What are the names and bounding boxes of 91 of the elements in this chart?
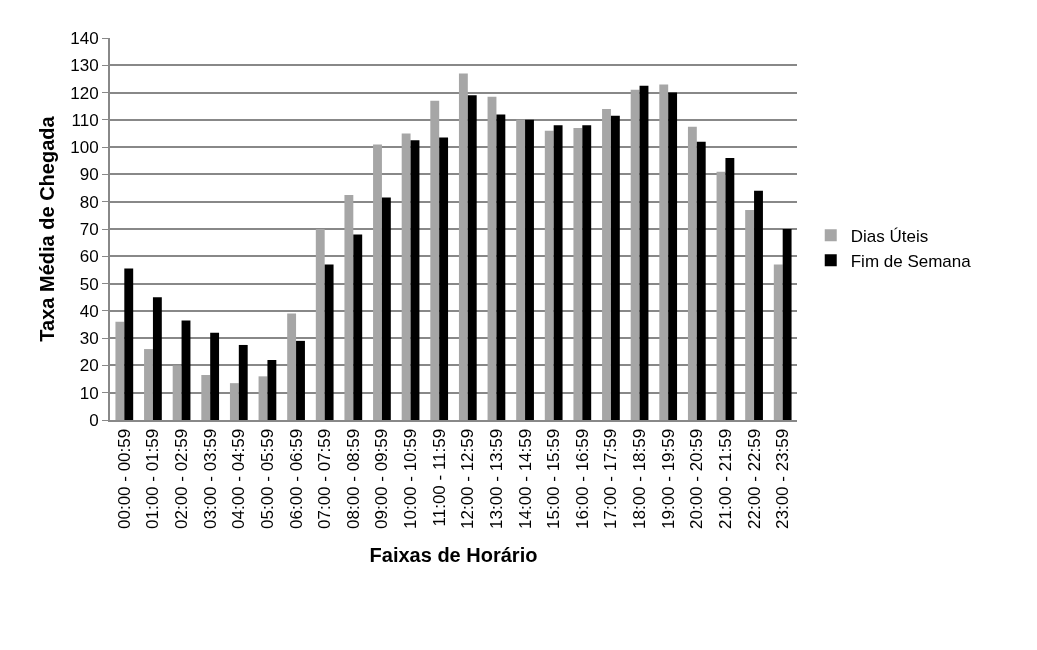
x-tick-label: 20:00 - 20:59 — [687, 428, 707, 529]
x-tick-label: 23:00 - 23:59 — [773, 428, 793, 529]
bar — [745, 209, 755, 420]
y-tick-label: 60 — [79, 247, 99, 267]
y-tick-label: 0 — [89, 410, 99, 430]
bar — [525, 119, 534, 420]
bar — [430, 100, 440, 420]
x-tick-label: 04:00 - 04:59 — [229, 428, 249, 529]
bar — [544, 130, 554, 420]
x-tick-label: 17:00 - 17:59 — [601, 428, 621, 529]
bar — [602, 108, 611, 420]
y-tick-label: 90 — [79, 165, 99, 185]
bar — [373, 144, 382, 420]
bar — [439, 137, 449, 420]
bar — [296, 340, 305, 420]
x-tick-label: 01:00 - 01:59 — [143, 428, 163, 529]
y-tick-label: 10 — [79, 383, 99, 403]
bar — [238, 344, 248, 420]
x-tick-label: 12:00 - 12:59 — [458, 428, 478, 529]
bar — [639, 85, 649, 420]
bar — [582, 125, 592, 420]
bar — [773, 264, 783, 420]
y-tick-label: 80 — [79, 192, 99, 212]
x-tick-label: 14:00 - 14:59 — [515, 428, 535, 529]
y-axis-title: Taxa Média de Chegada — [36, 115, 59, 342]
bar — [201, 374, 211, 420]
bar — [496, 114, 506, 420]
x-tick-label: 07:00 - 07:59 — [315, 428, 335, 529]
y-tick-label: 120 — [70, 83, 99, 103]
legend-label: Fim de Semana — [850, 251, 972, 271]
bar — [410, 140, 420, 420]
legend-label: Dias Úteis — [850, 226, 929, 246]
bar — [152, 297, 162, 420]
bar — [210, 332, 220, 420]
x-tick-label: 11:00 - 11:59 — [429, 428, 449, 527]
y-tick-label: 50 — [79, 274, 99, 294]
x-tick-label: 09:00 - 09:59 — [372, 428, 392, 529]
bar — [315, 229, 325, 420]
bar — [573, 128, 583, 420]
bar — [287, 313, 297, 420]
y-tick-label: 70 — [79, 219, 99, 239]
y-tick-label: 100 — [70, 138, 99, 158]
bar — [516, 119, 526, 420]
bar — [458, 73, 468, 420]
x-tick-label: 15:00 - 15:59 — [544, 428, 564, 529]
y-tick-label: 110 — [71, 110, 99, 130]
x-tick-label: 22:00 - 22:59 — [744, 428, 764, 529]
bar — [630, 89, 640, 420]
y-tick-label: 140 — [70, 28, 99, 48]
bar — [553, 125, 563, 420]
bar — [687, 126, 697, 420]
bar — [754, 190, 763, 420]
x-tick-label: 02:00 - 02:59 — [172, 428, 192, 529]
y-tick-label: 40 — [79, 301, 99, 321]
x-tick-label: 16:00 - 16:59 — [572, 428, 592, 529]
x-tick-label: 21:00 - 21:59 — [715, 428, 735, 529]
x-tick-label: 08:00 - 08:59 — [343, 428, 363, 529]
x-tick-label: 18:00 - 18:59 — [630, 428, 650, 529]
x-tick-label: 13:00 - 13:59 — [486, 428, 506, 529]
x-tick-label: 10:00 - 10:59 — [401, 428, 421, 529]
bar — [725, 158, 735, 420]
bar — [401, 133, 411, 420]
x-tick-label: 00:00 - 00:59 — [114, 428, 134, 529]
bar — [258, 376, 268, 420]
y-tick-label: 130 — [70, 56, 99, 76]
x-tick-label: 05:00 - 05:59 — [257, 428, 277, 529]
bar — [696, 141, 706, 420]
bar — [353, 234, 363, 420]
x-axis-title: Faixas de Horário — [369, 544, 538, 566]
y-tick-label: 20 — [79, 356, 99, 376]
bar — [181, 320, 191, 420]
y-tick-label: 30 — [79, 329, 99, 349]
bar — [324, 264, 334, 420]
x-tick-label: 06:00 - 06:59 — [286, 428, 306, 529]
bar — [782, 229, 792, 420]
bar — [124, 268, 134, 420]
bar — [716, 171, 726, 420]
bar — [610, 115, 620, 420]
bar — [381, 197, 391, 420]
bar — [115, 321, 125, 420]
x-tick-label: 03:00 - 03:59 — [200, 428, 220, 529]
bar — [467, 95, 477, 420]
bar — [659, 84, 669, 420]
bar — [229, 383, 239, 420]
bar — [144, 349, 153, 420]
bar — [267, 359, 277, 420]
bar — [172, 365, 182, 420]
bar — [344, 194, 354, 420]
x-tick-label: 19:00 - 19:59 — [658, 428, 678, 529]
bar — [668, 92, 678, 420]
bar — [487, 96, 497, 420]
